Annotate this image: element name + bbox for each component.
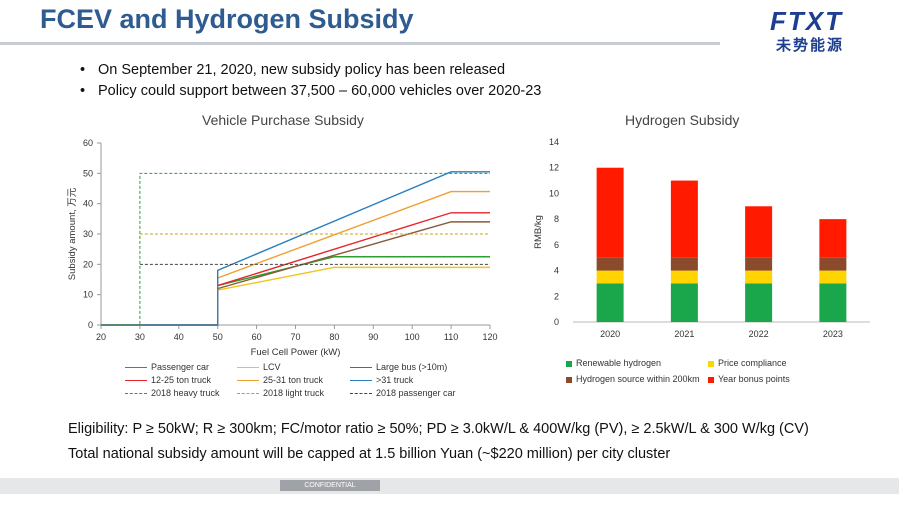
x-tick-label: 90 — [368, 332, 378, 342]
legend-item-2018-passenger-car: 2018 passenger car — [350, 388, 456, 398]
x-tick-label: 120 — [482, 332, 497, 342]
y-tick-label: 14 — [549, 137, 559, 147]
series-line-1 — [101, 266, 490, 326]
legend-item-hydrogen-source: Hydrogen source within 200km — [566, 374, 700, 384]
legend-item-2018-heavy-truck: 2018 heavy truck — [125, 388, 220, 398]
series-line-4 — [101, 190, 490, 326]
footer-band — [0, 478, 899, 494]
x-tick-label: 20 — [96, 332, 106, 342]
y-axis-label: RMB/kg — [533, 215, 544, 249]
logo-wordmark: FTXT — [770, 6, 843, 36]
y-tick-label: 20 — [83, 259, 93, 269]
bar-segment-1-2020 — [596, 270, 624, 284]
legend-item-12-25-ton-truck: 12-25 ton truck — [125, 375, 211, 385]
vehicle-chart-legend: Passenger car LCV Large bus (>10m) 12-25… — [0, 362, 520, 402]
x-tick-label: 110 — [444, 332, 458, 342]
y-axis-label: Subsidy amount, 万元 — [67, 187, 78, 280]
y-tick-label: 60 — [83, 138, 93, 148]
x-tick-label: 70 — [290, 332, 300, 342]
y-tick-label: 40 — [83, 199, 93, 209]
y-tick-label: 0 — [554, 317, 559, 327]
x-axis-label: Fuel Cell Power (kW) — [251, 347, 341, 358]
x-tick-label: 80 — [329, 332, 339, 342]
y-tick-label: 0 — [88, 320, 93, 330]
y-tick-label: 10 — [549, 188, 559, 198]
legend-item-large-bus: Large bus (>10m) — [350, 362, 447, 372]
y-tick-label: 6 — [554, 240, 559, 250]
eligibility-note: Eligibility: P ≥ 50kW; R ≥ 300km; FC/mot… — [68, 421, 809, 437]
legend-item-25-31-ton-truck: 25-31 ton truck — [237, 375, 323, 385]
bar-segment-2-2020 — [596, 257, 624, 271]
bar-segment-0-2021 — [670, 283, 698, 322]
bar-segment-2-2021 — [670, 257, 698, 271]
bar-segment-0-2020 — [596, 283, 624, 322]
confidential-label: CONFIDENTIAL — [280, 480, 380, 491]
bar-segment-2-2023 — [819, 257, 847, 271]
x-tick-label: 2022 — [749, 329, 769, 339]
vehicle-chart-title: Vehicle Purchase Subsidy — [202, 112, 364, 128]
series-line-6 — [101, 172, 490, 326]
legend-item-lcv: LCV — [237, 362, 281, 372]
legend-item-renewable-hydrogen: Renewable hydrogen — [566, 358, 661, 368]
x-tick-label: 50 — [213, 332, 223, 342]
hydrogen-chart-title: Hydrogen Subsidy — [625, 112, 740, 128]
y-tick-label: 8 — [554, 214, 559, 224]
y-tick-label: 12 — [549, 163, 559, 173]
x-tick-label: 100 — [405, 332, 420, 342]
logo-chinese-name: 未势能源 — [776, 37, 845, 54]
bar-segment-1-2023 — [819, 270, 847, 284]
legend-item-2018-light-truck: 2018 light truck — [237, 388, 324, 398]
y-tick-label: 4 — [554, 266, 559, 276]
legend-item-passenger-car: Passenger car — [125, 362, 209, 372]
hydrogen-subsidy-bar-chart: 0 2 4 6 8 10 12 14 RMB/kg 2020 2021 2022 2023 — [533, 137, 870, 339]
bar-segment-0-2022 — [745, 283, 773, 322]
y-tick-label: 30 — [83, 229, 93, 239]
y-tick-label: 2 — [554, 291, 559, 301]
x-tick-label: 60 — [252, 332, 262, 342]
hydrogen-chart-legend: Renewable hydrogen Price compliance Hydr… — [566, 358, 886, 388]
bullet-list: On September 21, 2020, new subsidy polic… — [78, 60, 541, 102]
bullet-item: Policy could support between 37,500 – 60… — [78, 81, 541, 102]
x-tick-label: 2020 — [600, 329, 620, 339]
x-tick-label: 30 — [135, 332, 145, 342]
bar-segment-0-2023 — [819, 283, 847, 322]
bar-segment-3-2021 — [670, 180, 698, 258]
legend-item-31-truck: >31 truck — [350, 375, 413, 385]
y-tick-label: 50 — [83, 168, 93, 178]
company-logo: FTXT 未势能源 — [770, 6, 880, 56]
legend-item-year-bonus-points: Year bonus points — [708, 374, 790, 384]
series-line-5 — [101, 171, 490, 326]
bar-segment-2-2022 — [745, 257, 773, 271]
y-tick-label: 10 — [83, 290, 93, 300]
x-tick-label: 2021 — [674, 329, 694, 339]
x-tick-label: 40 — [174, 332, 184, 342]
page-title: FCEV and Hydrogen Subsidy — [40, 4, 414, 34]
bar-segment-3-2023 — [819, 219, 847, 258]
bar-segment-3-2022 — [745, 206, 773, 258]
legend-item-price-compliance: Price compliance — [708, 358, 787, 368]
bar-segment-3-2020 — [596, 167, 624, 258]
subsidy-cap-note: Total national subsidy amount will be ca… — [68, 446, 671, 462]
series-line-3 — [101, 212, 490, 326]
x-tick-label: 2023 — [823, 329, 843, 339]
header-divider — [0, 42, 720, 45]
bar-segment-1-2021 — [670, 270, 698, 284]
vehicle-subsidy-line-chart: 0 10 20 30 40 50 60 20 30 40 50 60 70 80 90 100 110 120 Fu… — [67, 138, 498, 358]
bar-segment-1-2022 — [745, 270, 773, 284]
bullet-item: On September 21, 2020, new subsidy polic… — [78, 60, 541, 81]
